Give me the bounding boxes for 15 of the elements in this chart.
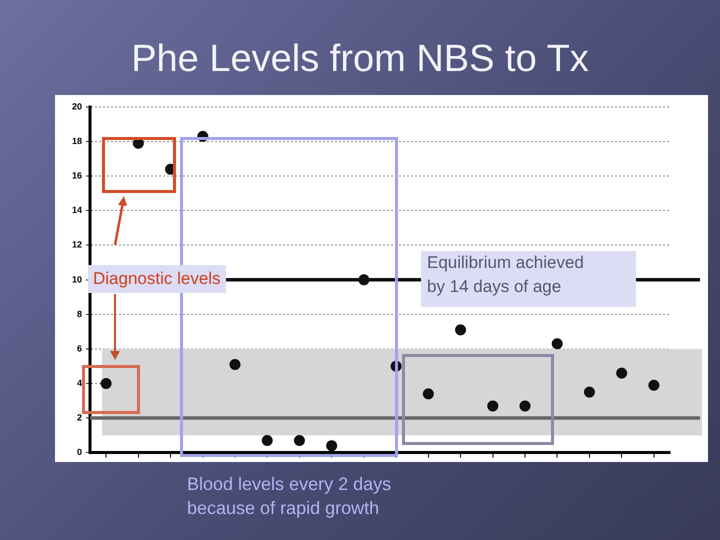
label-box: Diagnostic levels [88, 265, 226, 293]
y-tick-label: 0 [76, 447, 82, 458]
y-tick-label: 8 [76, 308, 82, 319]
y-tick-label: 16 [72, 170, 82, 181]
y-tick-label: 4 [76, 378, 82, 388]
text: Blood levels every 2 days because of rapid growth [187, 473, 392, 520]
y-tick-label: 14 [72, 205, 82, 216]
y-tick-label: 20 [72, 101, 82, 112]
y-tick-label: 12 [72, 240, 82, 250]
y-tick-label: 6 [76, 343, 82, 354]
chart-title: Phe Levels from NBS to Tx [130, 38, 590, 81]
y-tick-label: 10 [72, 274, 82, 284]
y-tick-label: 18 [72, 136, 82, 146]
y-tick-label: 2 [76, 412, 82, 423]
label-box: Equilibrium achieved by 14 days of age [421, 251, 636, 307]
